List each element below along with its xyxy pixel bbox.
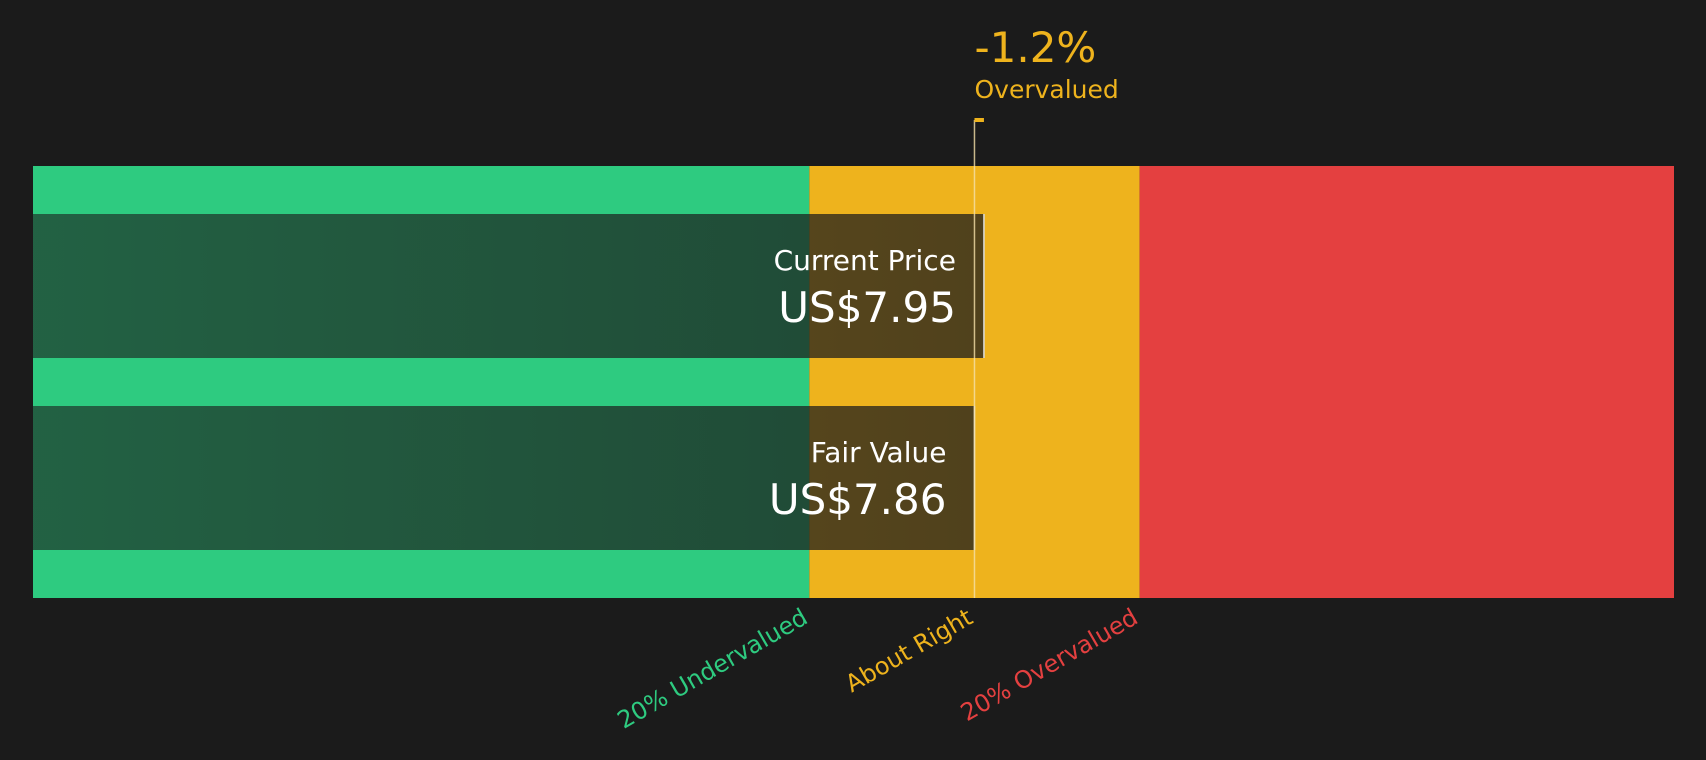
bar <box>33 406 975 550</box>
difference-marker <box>974 118 984 122</box>
difference-text: Overvalued <box>974 75 1118 104</box>
zone <box>1139 166 1674 598</box>
bar-category: Current Price <box>774 244 956 277</box>
zone-label: 20% Undervalued <box>613 603 813 734</box>
difference-label: -1.2% <box>974 23 1096 72</box>
bar-value-label: US$7.86 <box>769 475 947 524</box>
bar-value-label: US$7.95 <box>778 283 956 332</box>
bar <box>33 214 984 358</box>
zone-label: About Right <box>841 603 978 698</box>
zone-label: 20% Overvalued <box>956 603 1143 727</box>
bar-category: Fair Value <box>811 436 947 469</box>
